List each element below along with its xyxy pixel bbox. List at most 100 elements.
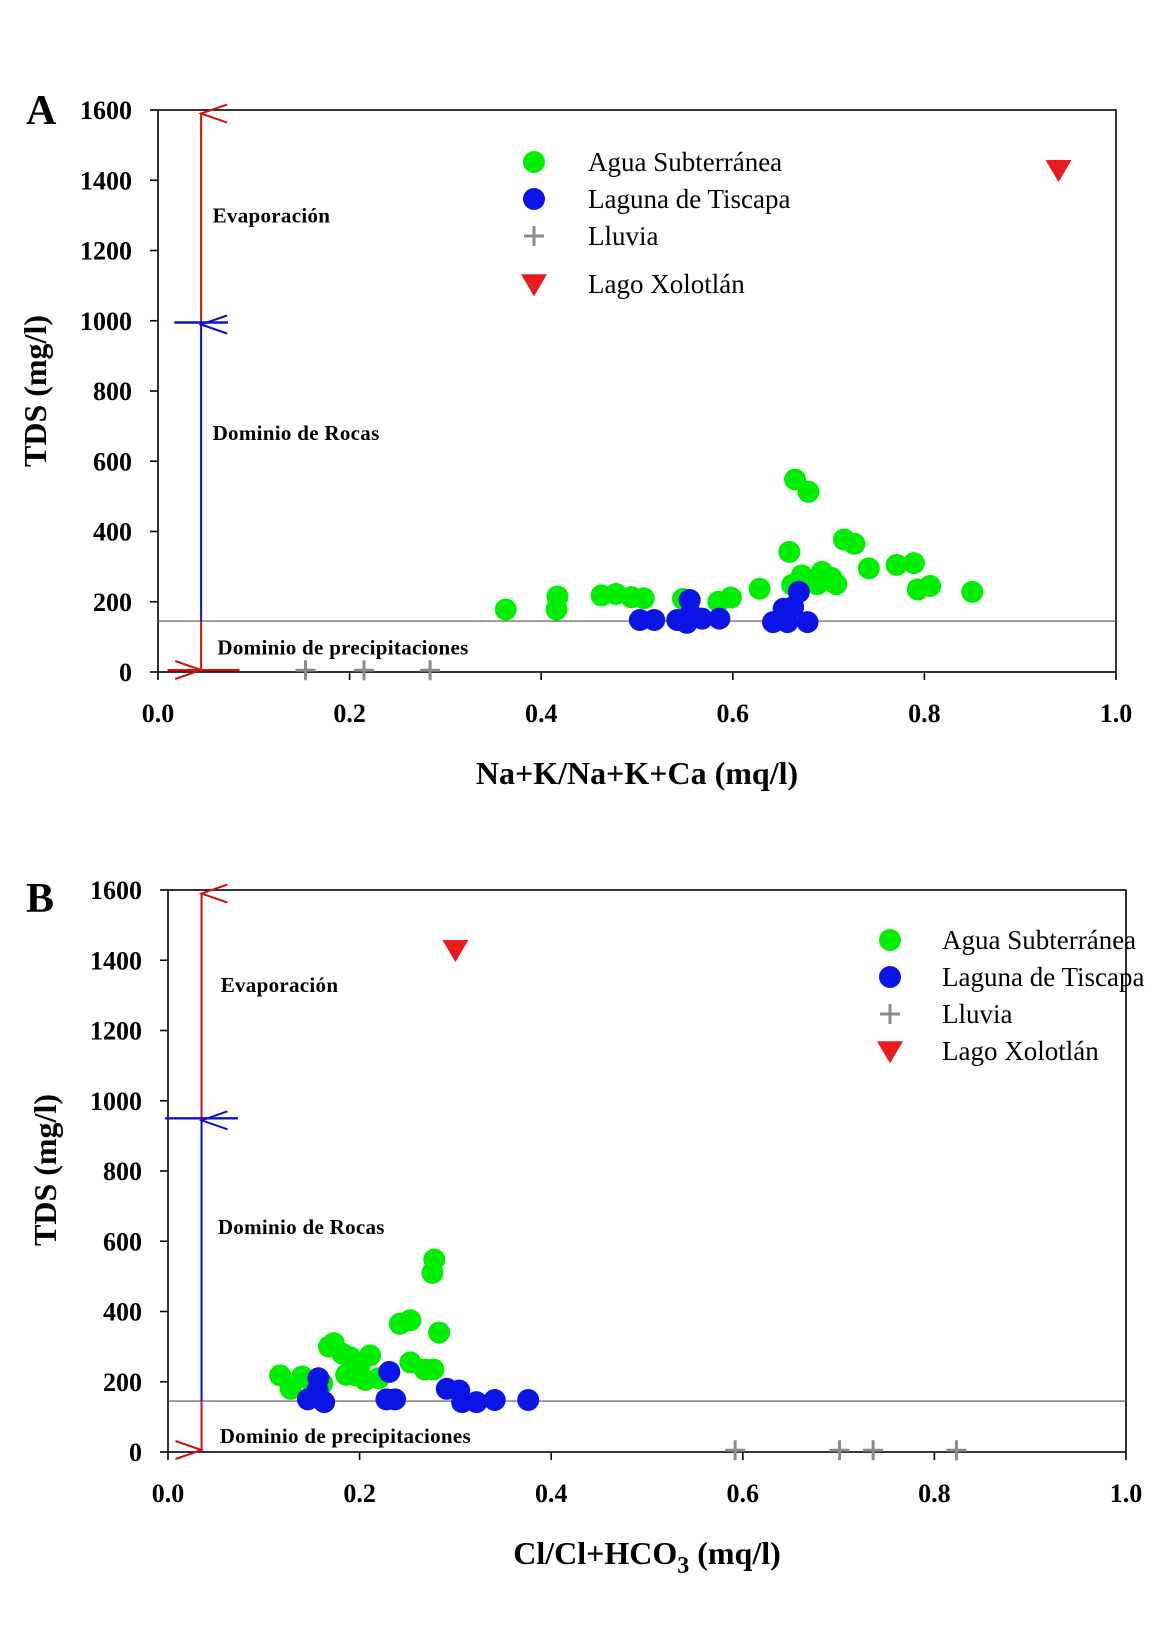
panel-a-y-tick-label: 600	[93, 447, 132, 476]
panel-b-x-tick-label: 0.0	[152, 1479, 185, 1508]
panel-b-x-tick-label: 0.6	[727, 1479, 760, 1508]
panel-a-y-axis-title: TDS (mg/l)	[17, 315, 53, 467]
panel-a-agua-subterranea-point	[902, 552, 925, 575]
panel-b-legend-lago-xolotlan-marker	[877, 1041, 903, 1064]
panel-b-laguna-de-tiscapa-point	[313, 1391, 336, 1414]
panel-a-laguna-de-tiscapa-point	[708, 607, 731, 630]
panel-a-agua-subterranea-point	[857, 557, 880, 580]
panel-b-letter: B	[26, 876, 54, 922]
panel-a-legend-laguna-de-tiscapa-label: Laguna de Tiscapa	[588, 184, 790, 214]
panel-b-x-axis-title-subscript: 3	[677, 1553, 689, 1579]
panel-a-y-tick-label: 400	[93, 518, 132, 547]
panel-a-letter: A	[26, 88, 57, 134]
panel-a-agua-subterranea-point	[885, 553, 908, 576]
panel-b-laguna-de-tiscapa-point	[465, 1391, 488, 1414]
panel-a-data-points	[295, 159, 1072, 681]
panel-b-annotation-dominio-de-rocas: Dominio de Rocas	[218, 1215, 385, 1239]
panel-a-legend-lluvia-label: Lluvia	[588, 221, 658, 251]
panel-a-annotation-dominio-de-rocas: Dominio de Rocas	[213, 421, 380, 445]
panel-a-x-tick-label: 0.4	[525, 699, 558, 728]
panel-b-annotation-dominio-de-precipitaciones: Dominio de precipitaciones	[220, 1424, 471, 1448]
panel-b-laguna-de-tiscapa-point	[384, 1388, 407, 1411]
panel-a-agua-subterranea-point	[748, 577, 771, 600]
panel-b-domain-arrows	[165, 894, 238, 1450]
panel-a-lluvia-point	[353, 660, 374, 681]
panel-b-x-tick-label: 0.4	[535, 1479, 568, 1508]
panel-a-lago-xolotlan-point	[1045, 159, 1072, 183]
panel-a-legend-lluvia-marker	[524, 226, 544, 246]
panel-b-annotation-evaporaci-n: Evaporación	[221, 973, 339, 997]
panel-b-y-tick-label: 200	[103, 1368, 142, 1397]
panel-b-lluvia-point	[725, 1440, 746, 1461]
panel-a-agua-subterranea-point	[919, 574, 942, 597]
panel-b-y-tick-label: 400	[103, 1298, 142, 1327]
panel-b-x-tick-label: 0.8	[918, 1479, 951, 1508]
panel-a-annotations: Evaporación Dominio de Rocas Dominio de pr…	[213, 203, 469, 659]
panel-b-agua-subterranea-point	[359, 1344, 382, 1367]
panel-b-y-tick-label: 600	[103, 1227, 142, 1256]
panel-b-agua-subterranea-point	[399, 1309, 422, 1332]
panel-a-annotation-evaporaci-n: Evaporación	[213, 203, 331, 227]
panel-a-y-tick-label: 200	[93, 588, 132, 617]
panel-a-legend-agua-subterranea-marker	[523, 151, 545, 173]
panel-a-legend: Agua Subterránea Laguna de Tiscapa Lluvia L…	[521, 147, 790, 299]
panel-b-legend-laguna-de-tiscapa-marker	[879, 966, 901, 988]
panel-b-lluvia-point	[829, 1440, 850, 1461]
panel-b-legend-lluvia-label: Lluvia	[942, 999, 1012, 1029]
panel-b-y-tick-label: 1400	[90, 946, 142, 975]
panel-a-annotation-dominio-de-precipitaciones: Dominio de precipitaciones	[217, 635, 468, 659]
panel-a-y-tick-label: 1200	[80, 237, 132, 266]
panel-a-laguna-de-tiscapa-point	[796, 611, 819, 634]
panel-a-x-tick-label: 0.2	[333, 699, 366, 728]
panel-a-x-tick-label: 0.0	[142, 699, 175, 728]
panel-b-legend-lluvia-marker	[880, 1004, 900, 1024]
panel-b-legend-agua-subterranea-marker	[879, 929, 901, 951]
panel-b-y-tick-label: 800	[103, 1157, 142, 1186]
panel-b-x-axis-title: Cl/Cl+HCO3 (mq/l)	[513, 1535, 781, 1579]
panel-b-agua-subterranea-point	[422, 1358, 445, 1381]
panel-a-x-tick-label: 0.8	[908, 699, 941, 728]
panel-b-laguna-de-tiscapa-point	[307, 1367, 330, 1390]
panel-b-x-tick-label: 0.2	[343, 1479, 376, 1508]
panel-a-agua-subterranea-point	[961, 580, 984, 603]
panel-a-y-tick-label: 1600	[80, 96, 132, 125]
panel-b-laguna-de-tiscapa-point	[517, 1389, 540, 1412]
panel-b-y-tick-label: 1200	[90, 1017, 142, 1046]
panel-a-x-tick-label: 0.6	[717, 699, 750, 728]
panel-a-y-tick-label: 800	[93, 377, 132, 406]
panel-a-agua-subterranea-point	[632, 587, 655, 610]
panel-a-agua-subterranea-point	[825, 573, 848, 596]
panel-a-laguna-de-tiscapa-point	[691, 607, 714, 630]
panel-a-agua-subterranea-point	[797, 480, 820, 503]
panel-b-laguna-de-tiscapa-point	[378, 1360, 401, 1383]
panel-a-x-axis-title: Na+K/Na+K+Ca (mq/l)	[476, 755, 798, 791]
panel-b-annotations: Evaporación Dominio de Rocas Dominio de pr…	[218, 973, 471, 1448]
panel-a-legend-lago-xolotlan-marker	[521, 274, 547, 297]
panel-a-legend-laguna-de-tiscapa-marker	[523, 188, 545, 210]
panel-a-agua-subterranea-point	[719, 586, 742, 609]
panel-b-y-tick-label: 1000	[90, 1087, 142, 1116]
panel-a-laguna-de-tiscapa-point	[787, 580, 810, 603]
panel-b-agua-subterranea-point	[423, 1248, 446, 1271]
panel-a-laguna-de-tiscapa-point	[643, 609, 666, 632]
panel-a-agua-subterranea-point	[843, 532, 866, 555]
panel-a-agua-subterranea-point	[494, 598, 517, 621]
panel-a-lluvia-point	[420, 660, 441, 681]
panel-a-y-tick-label: 1000	[80, 307, 132, 336]
panel-b-y-tick-label: 0	[129, 1438, 142, 1467]
panel-b-x-tick-labels: 0.0 0.2 0.4 0.6 0.8 1.0	[152, 1479, 1143, 1508]
panel-b-laguna-de-tiscapa-point	[483, 1389, 506, 1412]
panel-b-x-tick-label: 1.0	[1110, 1479, 1143, 1508]
panel-a-y-tick-labels: 0 200 400 600 800 1000 1200 1400 1600	[80, 96, 132, 687]
panel-a-agua-subterranea-point	[546, 585, 569, 608]
panel-a-domain-arrows	[167, 114, 240, 671]
panel-a-lluvia-point	[295, 660, 316, 681]
panel-a-x-tick-label: 1.0	[1100, 699, 1133, 728]
panel-b-legend-lago-xolotlan-label: Lago Xolotlán	[942, 1036, 1099, 1066]
panel-b-x-axis-title-unit: (mq/l)	[697, 1535, 781, 1571]
panel-b-data-points	[269, 939, 967, 1461]
panel-b-legend-agua-subterranea-label: Agua Subterránea	[942, 925, 1136, 955]
